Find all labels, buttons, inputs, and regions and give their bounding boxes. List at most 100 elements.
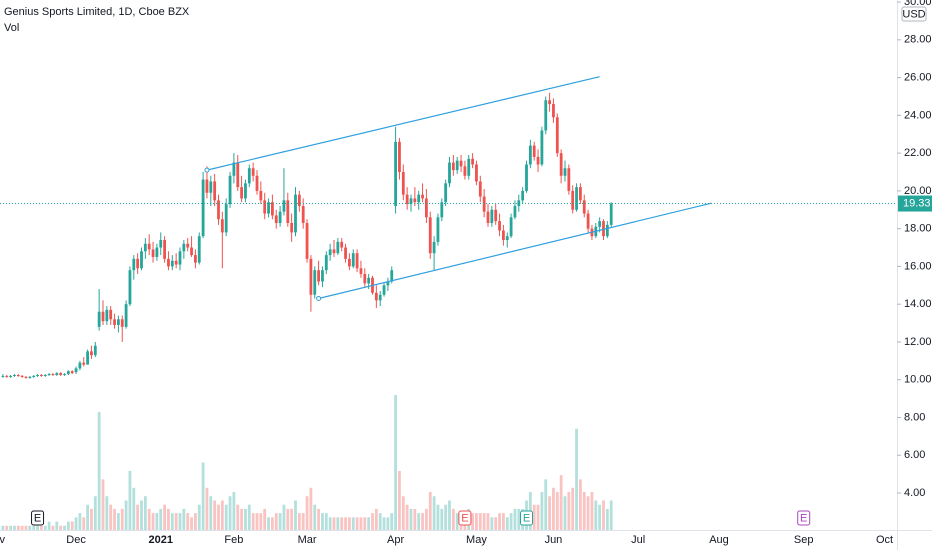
volume-bar bbox=[602, 500, 605, 530]
candle-body bbox=[47, 374, 51, 376]
y-tick-label: 30.00 bbox=[904, 0, 932, 8]
candle-body bbox=[151, 249, 155, 257]
candle-body bbox=[309, 258, 313, 295]
volume-bar bbox=[255, 513, 259, 530]
candle-body bbox=[563, 168, 567, 176]
volume-bar bbox=[394, 395, 397, 530]
volume-bar bbox=[544, 479, 548, 530]
volume-bar bbox=[398, 470, 401, 530]
volume-bar bbox=[267, 517, 270, 530]
candle-body bbox=[78, 362, 82, 369]
volume-bar bbox=[605, 508, 609, 530]
candle-body bbox=[336, 241, 340, 254]
volume-bar bbox=[109, 504, 113, 530]
candle-body bbox=[521, 190, 525, 201]
volume-bar bbox=[401, 496, 405, 530]
candle-body bbox=[163, 239, 166, 259]
candle-body bbox=[363, 273, 367, 284]
candle-body bbox=[559, 153, 563, 176]
candle-body bbox=[328, 249, 332, 256]
x-tick-label: Jul bbox=[631, 534, 645, 546]
candle-body bbox=[417, 194, 421, 203]
volume-bar bbox=[609, 500, 613, 530]
currency-label: USD bbox=[902, 8, 925, 20]
candle-body bbox=[236, 162, 240, 188]
volume-bar bbox=[51, 525, 55, 530]
candle-body bbox=[117, 319, 120, 325]
candle-body bbox=[286, 200, 290, 223]
volume-bar bbox=[586, 496, 590, 530]
volume-bar bbox=[575, 428, 578, 530]
volume-bar bbox=[263, 508, 267, 530]
volume-bar bbox=[194, 513, 197, 530]
y-tick-label: 14.00 bbox=[904, 298, 932, 310]
candle-body bbox=[436, 217, 440, 242]
volume-bar bbox=[205, 487, 209, 530]
candle-body bbox=[167, 258, 170, 267]
volume-bar bbox=[244, 508, 247, 530]
volume-bar bbox=[236, 504, 240, 530]
volume-bar bbox=[178, 513, 182, 530]
candle-body bbox=[32, 375, 36, 377]
candle-body bbox=[494, 209, 498, 222]
candle-body bbox=[224, 204, 228, 233]
y-tick-label: 12.00 bbox=[904, 336, 932, 348]
candle-body bbox=[459, 160, 463, 167]
candle-body bbox=[294, 194, 297, 233]
volume-bar bbox=[93, 496, 97, 530]
candle-body bbox=[282, 200, 286, 212]
candle-body bbox=[97, 311, 101, 327]
candle-body bbox=[101, 311, 105, 322]
volume-bar bbox=[371, 513, 374, 530]
candle-body bbox=[463, 166, 467, 176]
volume-bar bbox=[24, 525, 28, 530]
candle-body bbox=[90, 351, 93, 356]
volume-bar bbox=[274, 513, 278, 530]
candle-body bbox=[228, 175, 232, 205]
volume-bar bbox=[363, 517, 367, 530]
x-tick-label: Apr bbox=[387, 534, 404, 546]
candle-body bbox=[24, 376, 28, 378]
candle-body bbox=[482, 196, 486, 212]
earnings-label: E bbox=[461, 512, 468, 524]
candle-body bbox=[63, 374, 66, 376]
candle-body bbox=[367, 277, 371, 284]
volume-bar bbox=[382, 517, 386, 530]
volume-bar bbox=[594, 500, 598, 530]
volume-bar bbox=[105, 496, 109, 530]
volume-bar bbox=[590, 492, 594, 530]
volume-bar bbox=[309, 487, 313, 530]
volume-bar bbox=[559, 475, 563, 530]
candle-body bbox=[475, 164, 478, 182]
candle-body bbox=[274, 215, 278, 223]
candle-body bbox=[351, 253, 355, 267]
candle-body bbox=[398, 141, 401, 173]
candle-body bbox=[571, 190, 575, 210]
volume-bar bbox=[413, 508, 417, 530]
candle-body bbox=[132, 258, 136, 271]
x-tick-label: May bbox=[466, 534, 487, 546]
candle-body bbox=[552, 104, 555, 118]
volume-bar bbox=[28, 525, 32, 530]
y-tick-label: 16.00 bbox=[904, 260, 932, 272]
x-tick-label: Mar bbox=[298, 534, 317, 546]
volume-bar bbox=[348, 517, 351, 530]
volume-bar bbox=[490, 517, 494, 530]
candle-body bbox=[425, 198, 428, 218]
volume-bar bbox=[313, 504, 317, 530]
earnings-marker bbox=[520, 510, 533, 526]
currency-box bbox=[901, 6, 927, 22]
volume-bar bbox=[297, 513, 301, 530]
candle-body bbox=[244, 183, 247, 199]
candle-body bbox=[528, 145, 532, 165]
volume-bar bbox=[340, 517, 344, 530]
candle-body bbox=[197, 236, 201, 263]
candle-body bbox=[209, 181, 213, 193]
volume-bar bbox=[224, 504, 228, 530]
volume-bar bbox=[159, 508, 163, 530]
candle-body bbox=[478, 181, 482, 197]
volume-bar bbox=[86, 504, 89, 530]
volume-bar bbox=[167, 508, 170, 530]
volume-bar bbox=[378, 513, 382, 530]
volume-bar bbox=[259, 513, 263, 530]
